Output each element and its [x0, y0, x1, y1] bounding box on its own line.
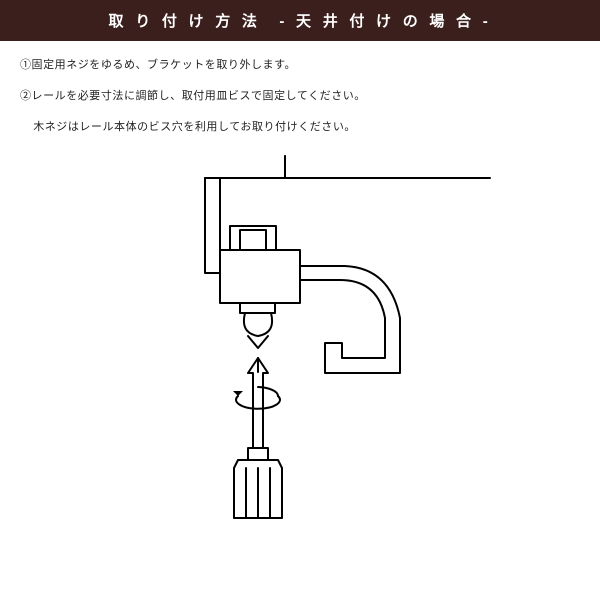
- instruction-step-2b: 木ネジはレール本体のビス穴を利用してお取り付けください。: [20, 117, 580, 138]
- instruction-step-1: ①固定用ネジをゆるめ、ブラケットを取り外します。: [20, 55, 580, 76]
- header-bar: 取 り 付 け 方 法 - 天 井 付 け の 場 合 -: [0, 0, 600, 41]
- instruction-step-2a: ②レールを必要寸法に調節し、取付用皿ビスで固定してください。: [20, 86, 580, 107]
- header-title: 取 り 付 け 方 法 - 天 井 付 け の 場 合 -: [109, 13, 492, 30]
- mounting-diagram: [90, 148, 510, 548]
- instruction-block: ①固定用ネジをゆるめ、ブラケットを取り外します。 ②レールを必要寸法に調節し、取…: [0, 41, 600, 138]
- diagram-container: [0, 148, 600, 548]
